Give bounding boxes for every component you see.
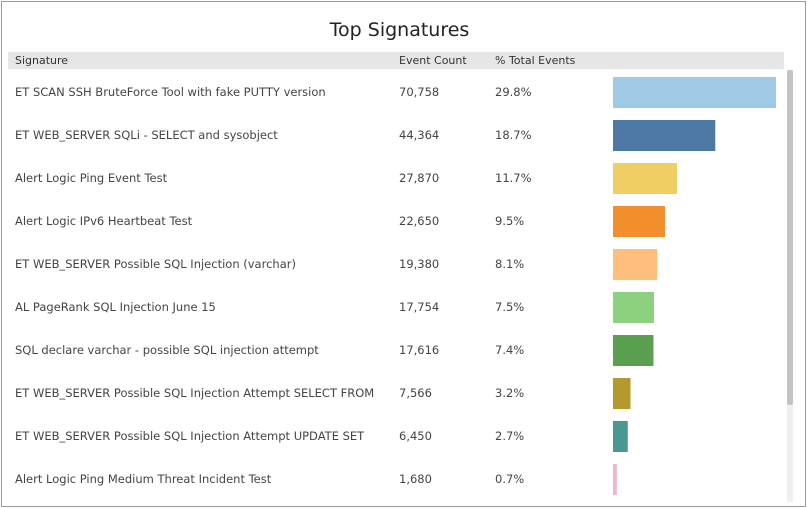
pct-total-cell: 18.7%	[495, 128, 532, 142]
event-count-cell: 17,754	[399, 300, 440, 314]
event-count-cell: 17,616	[399, 343, 440, 357]
table-row[interactable]: AL PageRank SQL Injection June 15 17,754 7…	[8, 286, 784, 329]
table-row[interactable]: Alert Logic Ping Medium Threat Incident …	[8, 458, 784, 501]
table-row[interactable]: Alert Logic IPv6 Heartbeat Test 22,650 9.5…	[8, 200, 784, 243]
pct-total-cell: 29.8%	[495, 85, 532, 99]
pct-total-cell: 7.4%	[495, 343, 525, 357]
event-count-cell: 1,680	[399, 472, 432, 486]
event-count-cell: 22,650	[399, 214, 440, 228]
event-count-cell: 27,870	[399, 171, 440, 185]
pct-total-cell: 0.7%	[495, 472, 525, 486]
event-count-cell: 70,758	[399, 85, 440, 99]
event-count-cell: 6,450	[399, 429, 432, 443]
bar-mark[interactable]	[613, 464, 617, 495]
bar-area	[613, 292, 655, 323]
pct-total-cell: 7.5%	[495, 300, 525, 314]
event-count-cell: 44,364	[399, 128, 440, 142]
bar-area	[613, 421, 628, 452]
bar-mark[interactable]	[613, 120, 716, 151]
bar-mark[interactable]	[613, 163, 677, 194]
column-header-pct-total[interactable]: % Total Events	[495, 54, 576, 67]
signature-cell: SQL declare varchar - possible SQL injec…	[15, 343, 319, 357]
bar-area	[613, 206, 665, 237]
chart-title: Top Signatures	[329, 19, 470, 41]
column-header-event-count[interactable]: Event Count	[399, 54, 467, 67]
table-row[interactable]: Alert Logic Ping Event Test 27,870 11.7%	[8, 157, 784, 200]
signature-cell: Alert Logic Ping Medium Threat Incident …	[15, 472, 272, 486]
table-header: Signature Event Count % Total Events	[8, 52, 784, 69]
event-count-cell: 19,380	[399, 257, 440, 271]
signature-cell: ET WEB_SERVER Possible SQL Injection Att…	[15, 429, 365, 443]
bar-area	[613, 249, 658, 280]
signature-cell: Alert Logic IPv6 Heartbeat Test	[15, 214, 193, 228]
table-row[interactable]: ET WEB_SERVER Possible SQL Injection Att…	[8, 415, 784, 458]
bar-area	[613, 335, 654, 366]
pct-total-cell: 11.7%	[495, 171, 532, 185]
bar-mark[interactable]	[613, 421, 628, 452]
column-header-signature[interactable]: Signature	[15, 54, 69, 67]
table-row[interactable]: ET WEB_SERVER SQLi - SELECT and sysobjec…	[8, 114, 784, 157]
bar-mark[interactable]	[613, 77, 776, 108]
bar-mark[interactable]	[613, 249, 658, 280]
table-row[interactable]: SQL declare varchar - possible SQL injec…	[8, 329, 784, 372]
bar-area	[613, 464, 617, 495]
bar-mark[interactable]	[613, 292, 655, 323]
table-row[interactable]: ET WEB_SERVER Possible SQL Injection (va…	[8, 243, 784, 286]
signature-cell: AL PageRank SQL Injection June 15	[15, 300, 216, 314]
bar-area	[613, 163, 677, 194]
event-count-cell: 7,566	[399, 386, 432, 400]
scrollbar-thumb[interactable]	[787, 70, 793, 405]
bar-area	[613, 77, 776, 108]
bar-mark[interactable]	[613, 335, 654, 366]
bar-area	[613, 378, 631, 409]
signature-cell: ET SCAN SSH BruteForce Tool with fake PU…	[15, 85, 326, 99]
pct-total-cell: 9.5%	[495, 214, 525, 228]
bar-mark[interactable]	[613, 378, 631, 409]
pct-total-cell: 8.1%	[495, 257, 525, 271]
pct-total-cell: 3.2%	[495, 386, 525, 400]
table-row[interactable]: ET WEB_SERVER Possible SQL Injection Att…	[8, 372, 784, 415]
bar-area	[613, 120, 716, 151]
signature-cell: ET WEB_SERVER Possible SQL Injection (va…	[15, 257, 296, 271]
pct-total-cell: 2.7%	[495, 429, 525, 443]
signature-cell: ET WEB_SERVER Possible SQL Injection Att…	[15, 386, 375, 400]
bar-mark[interactable]	[613, 206, 665, 237]
signature-cell: Alert Logic Ping Event Test	[15, 171, 168, 185]
table-row[interactable]: ET SCAN SSH BruteForce Tool with fake PU…	[8, 71, 784, 114]
signature-cell: ET WEB_SERVER SQLi - SELECT and sysobjec…	[15, 128, 278, 142]
